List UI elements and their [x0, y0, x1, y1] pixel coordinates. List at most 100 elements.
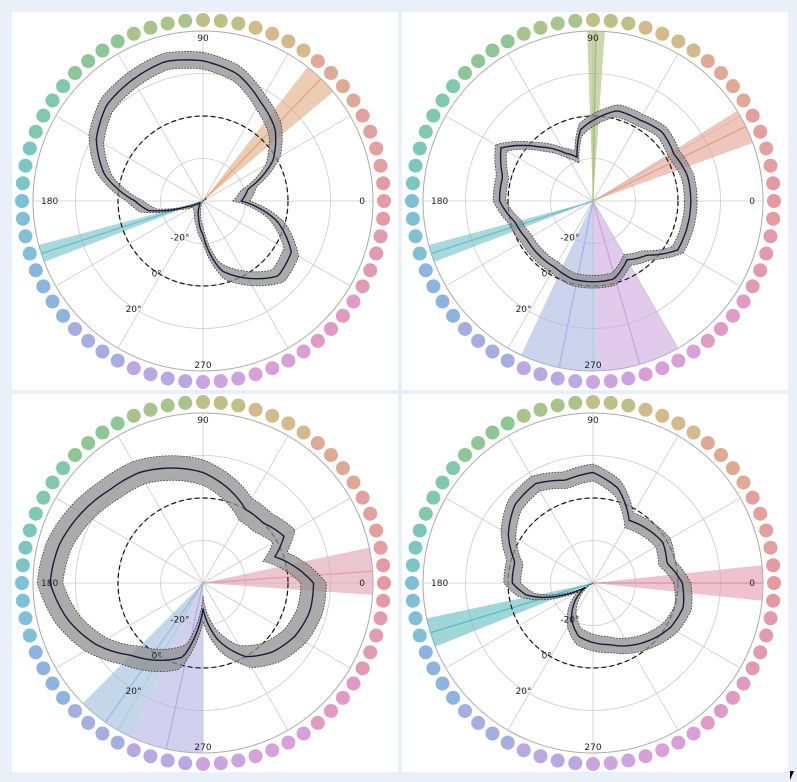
ring-dot: [178, 374, 192, 388]
ring-dot: [485, 426, 499, 440]
ring-dot: [18, 229, 32, 243]
ring-dot: [23, 247, 37, 261]
ring-dot: [726, 461, 740, 475]
ring-dot: [621, 372, 635, 386]
ring-dot: [413, 247, 427, 261]
ring-dot: [81, 436, 95, 450]
ring-dot: [655, 27, 669, 41]
angular-tick-label: 180: [41, 197, 58, 207]
radial-tick-label: 20°: [516, 305, 532, 315]
ring-dot: [311, 436, 325, 450]
ring-dot: [374, 611, 388, 625]
ring-dot: [311, 716, 325, 730]
ring-dot: [621, 754, 635, 768]
grid-spoke: [56, 116, 203, 201]
ring-dot: [281, 416, 295, 430]
ring-dot: [16, 176, 30, 190]
ring-dot: [701, 716, 715, 730]
ring-dot: [413, 141, 427, 155]
ring-dot: [324, 66, 338, 80]
ring-dot: [178, 396, 192, 410]
polar-chart-2: 090180270-20°0°20°: [402, 12, 788, 390]
ring-dot: [436, 295, 450, 309]
ring-dot: [68, 66, 82, 80]
ring-dot: [265, 743, 279, 757]
ring-dot: [458, 66, 472, 80]
ring-dot: [714, 448, 728, 462]
ring-dot: [406, 212, 420, 226]
ring-dot: [23, 141, 37, 155]
ring-dot: [408, 611, 422, 625]
angular-tick-label: 270: [194, 743, 211, 753]
ring-dot: [346, 93, 360, 107]
angular-tick-label: 90: [197, 416, 209, 426]
ring-dot: [764, 541, 778, 555]
ring-dot: [95, 426, 109, 440]
ring-dot: [621, 398, 635, 412]
ring-dot: [533, 749, 547, 763]
polar-panel-2: 0 90 180 270 -20° 0° 20°: [402, 12, 788, 390]
ring-dot: [376, 558, 390, 572]
ring-dot: [426, 279, 440, 293]
ring-dot: [231, 398, 245, 412]
radial-tick-label: -20°: [560, 616, 579, 626]
ring-dot: [746, 279, 760, 293]
ring-dot: [764, 229, 778, 243]
ring-dot: [501, 354, 515, 368]
ring-dot: [111, 354, 125, 368]
ring-dot: [376, 594, 390, 608]
ring-dot: [56, 79, 70, 93]
ring-dot: [363, 263, 377, 277]
ring-dot: [18, 611, 32, 625]
ring-dot: [767, 194, 781, 208]
ring-dot: [471, 716, 485, 730]
ring-dot: [413, 523, 427, 537]
ring-dot: [336, 691, 350, 705]
ring-dot: [363, 645, 377, 659]
ring-dot: [281, 354, 295, 368]
ring-dot: [363, 125, 377, 139]
ring-dot: [336, 79, 350, 93]
ring-dot: [655, 361, 669, 375]
radial-tick-label: 20°: [126, 305, 142, 315]
ring-dot: [265, 361, 279, 375]
ring-dot: [68, 322, 82, 336]
ring-dot: [568, 374, 582, 388]
ring-dot: [127, 409, 141, 423]
ring-dot: [369, 247, 383, 261]
ring-dot: [297, 44, 311, 58]
ring-dot: [687, 726, 701, 740]
ring-dot: [714, 322, 728, 336]
ring-dot: [346, 295, 360, 309]
ring-dot: [533, 21, 547, 35]
ring-dot: [196, 757, 210, 771]
ring-dot: [501, 416, 515, 430]
radial-tick-label: 0°: [152, 269, 162, 279]
ring-dot: [687, 426, 701, 440]
radial-tick-label: -20°: [170, 234, 189, 244]
ring-dot: [551, 754, 565, 768]
ring-dot: [759, 247, 773, 261]
ring-dot: [517, 361, 531, 375]
ring-dot: [419, 263, 433, 277]
ring-dot: [436, 677, 450, 691]
ring-dot: [369, 629, 383, 643]
ring-dot: [249, 749, 263, 763]
ring-dot: [671, 736, 685, 750]
radial-tick-label: 0°: [542, 269, 552, 279]
ring-dot: [95, 726, 109, 740]
ring-dot: [586, 13, 600, 27]
ring-dot: [568, 396, 582, 410]
ring-dot: [406, 594, 420, 608]
ring-dot: [111, 736, 125, 750]
angular-tick-label: 0: [359, 579, 365, 589]
ring-dot: [29, 645, 43, 659]
ring-dot: [517, 27, 531, 41]
ring-dot: [127, 27, 141, 41]
ring-dot: [586, 757, 600, 771]
ring-dot: [249, 403, 263, 417]
ring-dot: [533, 403, 547, 417]
ring-dot: [604, 374, 618, 388]
ring-dot: [604, 396, 618, 410]
ring-dot: [336, 461, 350, 475]
